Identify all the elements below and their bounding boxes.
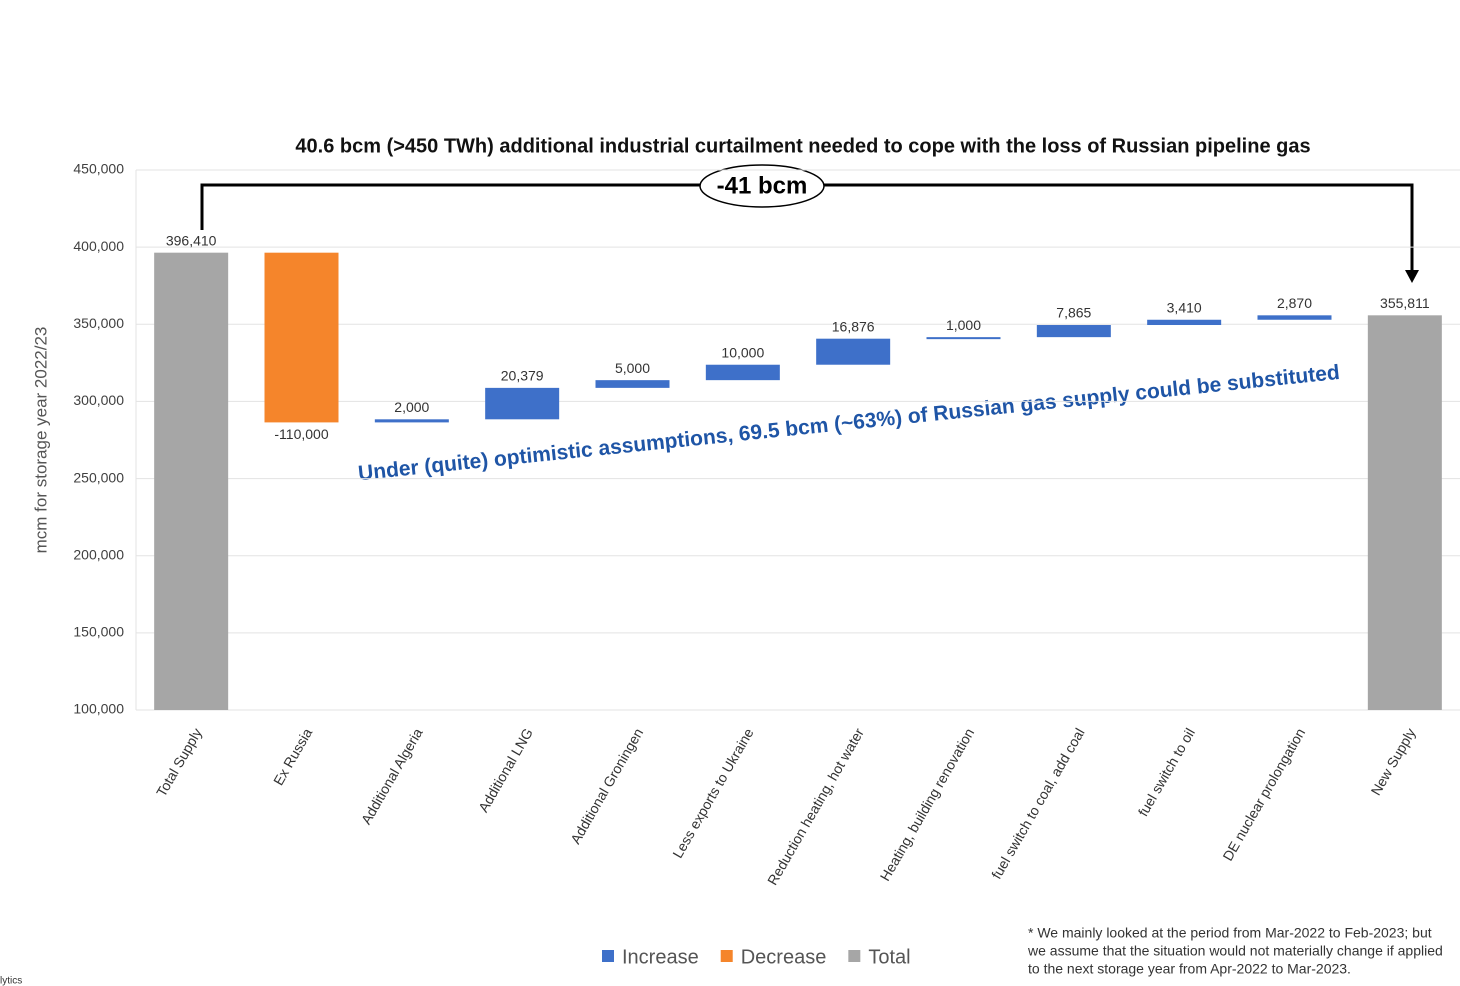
legend-swatch <box>602 950 614 962</box>
y-tick-label: 200,000 <box>73 546 124 562</box>
bar <box>705 364 780 381</box>
legend-swatch <box>720 950 733 962</box>
footnote: to the next storage year from Apr-2022 t… <box>1028 961 1351 977</box>
value-label: -110,000 <box>274 426 328 442</box>
bar <box>595 380 670 388</box>
value-label: 2,000 <box>394 399 429 415</box>
value-label: 10,000 <box>721 344 764 360</box>
bar <box>485 387 560 420</box>
y-axis-label: mcm for storage year 2022/23 <box>31 327 50 554</box>
watermark: lytics <box>0 976 22 986</box>
bar <box>374 419 449 423</box>
bar <box>1147 319 1222 326</box>
legend-swatch <box>848 950 861 962</box>
bar <box>1036 325 1111 338</box>
legend-label: Decrease <box>741 946 827 968</box>
value-label: 20,379 <box>501 368 544 384</box>
y-tick-label: 400,000 <box>73 238 124 254</box>
value-label: 396,410 <box>166 232 217 248</box>
bar <box>264 252 339 423</box>
y-tick-label: 350,000 <box>73 315 124 331</box>
value-label: 2,870 <box>1277 295 1312 311</box>
chart-title: 40.6 bcm (>450 TWh) additional industria… <box>295 135 1310 157</box>
y-tick-label: 150,000 <box>73 624 124 640</box>
legend-label: Total <box>868 946 910 968</box>
y-tick-label: 250,000 <box>73 469 124 485</box>
bar <box>926 337 1001 340</box>
bar <box>154 252 229 711</box>
legend-label: Increase <box>622 946 699 968</box>
value-label: 1,000 <box>946 317 981 333</box>
bracket-label: -41 bcm <box>717 172 808 199</box>
value-label: 5,000 <box>615 360 650 376</box>
value-label: 16,876 <box>832 318 875 334</box>
footnote: * We mainly looked at the period from Ma… <box>1028 925 1432 941</box>
value-label: 355,811 <box>1380 295 1430 311</box>
value-label: 7,865 <box>1056 305 1091 321</box>
y-tick-label: 100,000 <box>73 701 124 717</box>
bracket-ellipse <box>699 164 825 208</box>
value-label: 3,410 <box>1167 299 1202 315</box>
bar <box>1257 315 1332 320</box>
bracket-arrow <box>1405 270 1419 283</box>
y-tick-label: 300,000 <box>73 392 124 408</box>
footnote: we assume that the situation would not m… <box>1027 943 1443 959</box>
bar <box>816 338 891 365</box>
bar <box>1367 315 1442 710</box>
y-tick-label: 450,000 <box>73 161 124 177</box>
